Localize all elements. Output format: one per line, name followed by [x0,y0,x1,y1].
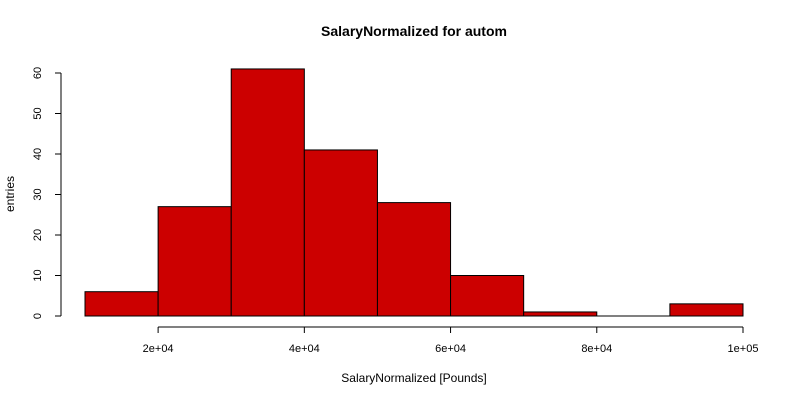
histogram-bar-3 [303,149,378,317]
x-axis-label: SalaryNormalized [Pounds] [341,371,486,385]
histogram-bar-0 [84,291,159,317]
x-axis: 2e+04 4e+04 6e+04 8e+04 1e+05 [143,326,759,355]
y-tick-label-2: 20 [32,229,44,241]
x-tick-label-0: 2e+04 [143,343,174,355]
y-tick-label-0: 0 [32,313,44,319]
x-tick-label-1: 4e+04 [289,343,320,355]
y-tick-label-5: 50 [32,107,44,119]
histogram-bar-1 [157,206,232,317]
y-axis: 0 10 20 30 40 50 60 [32,67,62,319]
histogram-bar-2 [230,68,305,317]
bars-group [84,68,744,317]
x-tick-label-4: 1e+05 [728,343,759,355]
x-tick-label-3: 8e+04 [581,343,612,355]
histogram-bar-5 [450,275,525,317]
y-tick-label-3: 30 [32,188,44,200]
y-tick-label-4: 40 [32,148,44,160]
y-tick-label-1: 10 [32,269,44,281]
histogram-bar-8 [669,303,744,317]
x-tick-label-2: 6e+04 [435,343,466,355]
histogram-bar-4 [376,202,452,317]
y-axis-label: entries [3,176,17,212]
chart-title: SalaryNormalized for autom [321,23,507,39]
y-tick-label-6: 60 [32,67,44,79]
histogram-bar-6 [523,311,598,317]
